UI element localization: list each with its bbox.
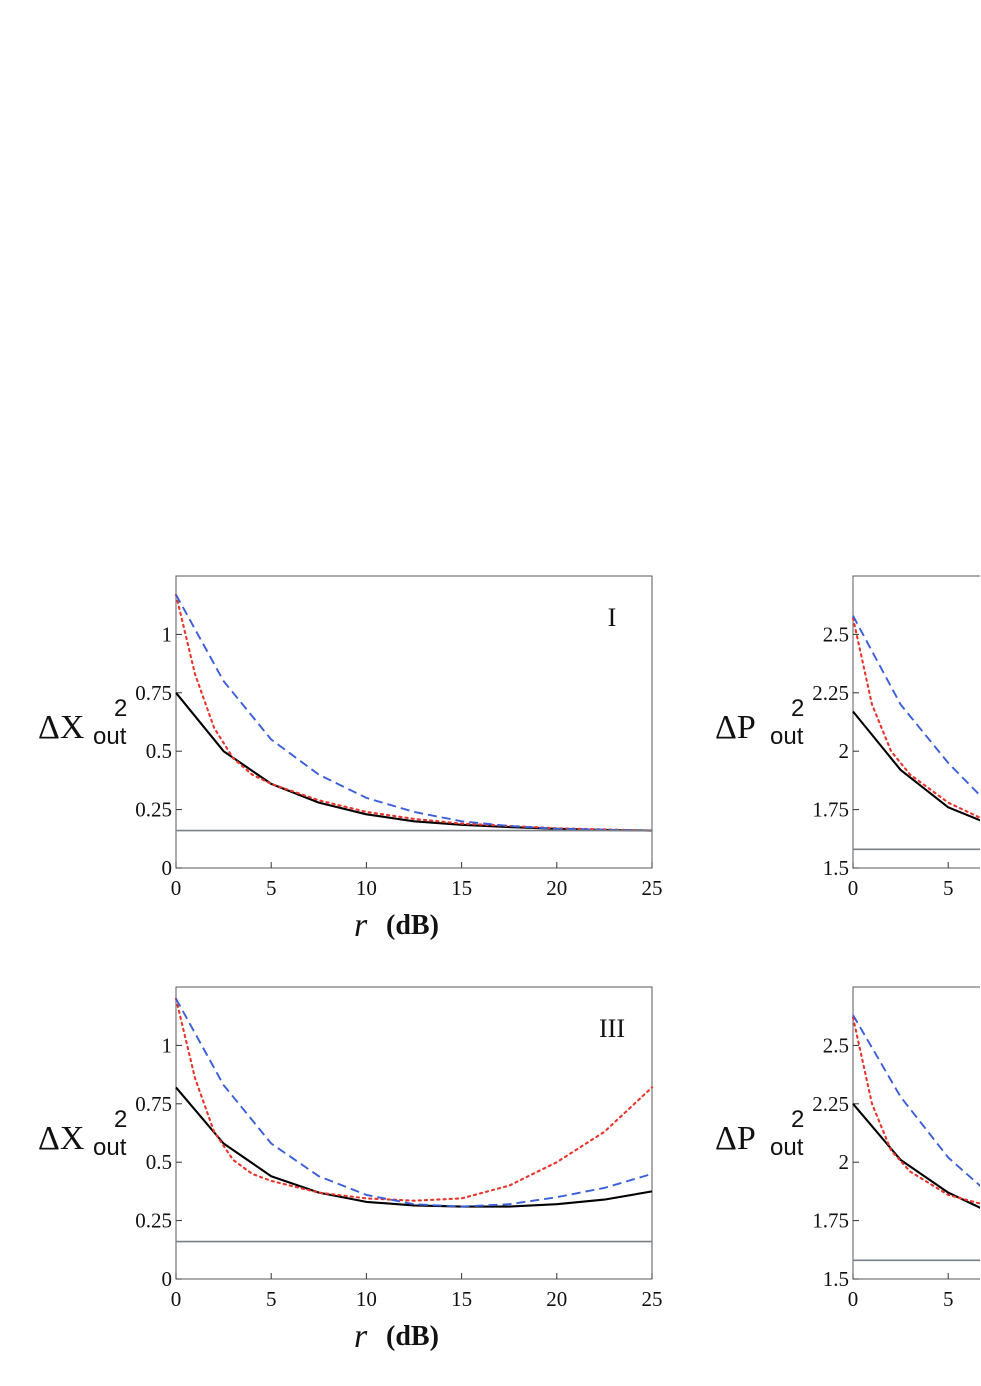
x-tick-label: 25 bbox=[642, 1287, 663, 1311]
y-tick-label: 2 bbox=[839, 1150, 850, 1174]
series-solid-line bbox=[175, 692, 653, 832]
y-tick-label: 2.5 bbox=[823, 622, 849, 646]
x-tick-label: 5 bbox=[943, 1287, 954, 1311]
panel-label: I bbox=[608, 603, 617, 632]
y-axis-label-subscript: out bbox=[93, 1134, 127, 1161]
series-dashed-line bbox=[175, 998, 653, 1208]
y-axis-label-superscript: 2 bbox=[791, 695, 804, 722]
x-tick-label: 0 bbox=[171, 876, 182, 900]
y-tick-label: 1 bbox=[162, 622, 173, 646]
y-tick-label: 1.5 bbox=[823, 856, 849, 880]
y-axis-label-superscript: 2 bbox=[114, 1106, 127, 1133]
y-axis-label-symbol: ΔP bbox=[715, 1120, 756, 1157]
y-tick-label: 0 bbox=[162, 856, 173, 880]
series-dotted-line bbox=[851, 1016, 980, 1205]
y-tick-label: 2.25 bbox=[812, 681, 849, 705]
plot-frame bbox=[852, 986, 980, 1280]
y-axis-label-subscript: out bbox=[770, 723, 804, 750]
y-tick-label: 0.5 bbox=[146, 1150, 172, 1174]
plot-frame bbox=[175, 575, 653, 869]
y-tick-label: 0.75 bbox=[135, 681, 172, 705]
series-dashed-line bbox=[175, 594, 653, 832]
series-dashed-line bbox=[852, 615, 980, 797]
series-dotted-line bbox=[851, 616, 980, 819]
y-tick-label: 1.75 bbox=[812, 1209, 849, 1233]
y-tick-label: 1 bbox=[162, 1033, 173, 1057]
plot-frame bbox=[175, 986, 653, 1280]
x-tick-label: 5 bbox=[266, 876, 277, 900]
series-solid-line bbox=[175, 1086, 653, 1208]
x-tick-label: 15 bbox=[451, 876, 472, 900]
x-tick-label: 0 bbox=[171, 1287, 182, 1311]
x-tick-label: 10 bbox=[356, 1287, 377, 1311]
x-tick-label: 15 bbox=[451, 1287, 472, 1311]
x-axis-label-unit: (dB) bbox=[386, 910, 439, 941]
x-axis-label-symbol: r bbox=[354, 907, 368, 944]
y-axis-label-subscript: out bbox=[93, 723, 127, 750]
series-dotted-line bbox=[174, 997, 654, 1202]
plot-frame bbox=[852, 575, 980, 869]
x-tick-label: 0 bbox=[848, 876, 859, 900]
y-axis-label-symbol: ΔP bbox=[715, 709, 756, 746]
y-axis-label-symbol: ΔX bbox=[38, 1120, 84, 1157]
x-tick-label: 5 bbox=[943, 876, 954, 900]
series-solid-line bbox=[852, 710, 980, 822]
x-tick-label: 20 bbox=[546, 876, 567, 900]
y-axis-label-subscript: out bbox=[770, 1134, 804, 1161]
x-axis-label-symbol: r bbox=[354, 1318, 368, 1355]
y-tick-label: 0.5 bbox=[146, 739, 172, 763]
x-tick-label: 0 bbox=[848, 1287, 859, 1311]
y-tick-label: 2 bbox=[839, 739, 850, 763]
series-dashed-line bbox=[852, 1014, 980, 1187]
y-tick-label: 2.25 bbox=[812, 1092, 849, 1116]
series-solid-line bbox=[852, 1103, 980, 1209]
x-tick-label: 5 bbox=[266, 1287, 277, 1311]
y-axis-label-symbol: ΔX bbox=[38, 709, 84, 746]
y-tick-label: 0.25 bbox=[135, 1209, 172, 1233]
x-tick-label: 10 bbox=[356, 876, 377, 900]
x-tick-label: 20 bbox=[546, 1287, 567, 1311]
x-axis-label-unit: (dB) bbox=[386, 1321, 439, 1352]
y-tick-label: 0.75 bbox=[135, 1092, 172, 1116]
y-tick-label: 1.5 bbox=[823, 1267, 849, 1291]
y-tick-label: 1.75 bbox=[812, 798, 849, 822]
series-dotted-line bbox=[174, 593, 654, 832]
y-tick-label: 0 bbox=[162, 1267, 173, 1291]
y-axis-label-superscript: 2 bbox=[114, 695, 127, 722]
y-tick-label: 0.25 bbox=[135, 798, 172, 822]
y-axis-label-superscript: 2 bbox=[791, 1106, 804, 1133]
y-tick-label: 2.5 bbox=[823, 1033, 849, 1057]
panel-label: III bbox=[599, 1014, 625, 1043]
x-tick-label: 25 bbox=[642, 876, 663, 900]
